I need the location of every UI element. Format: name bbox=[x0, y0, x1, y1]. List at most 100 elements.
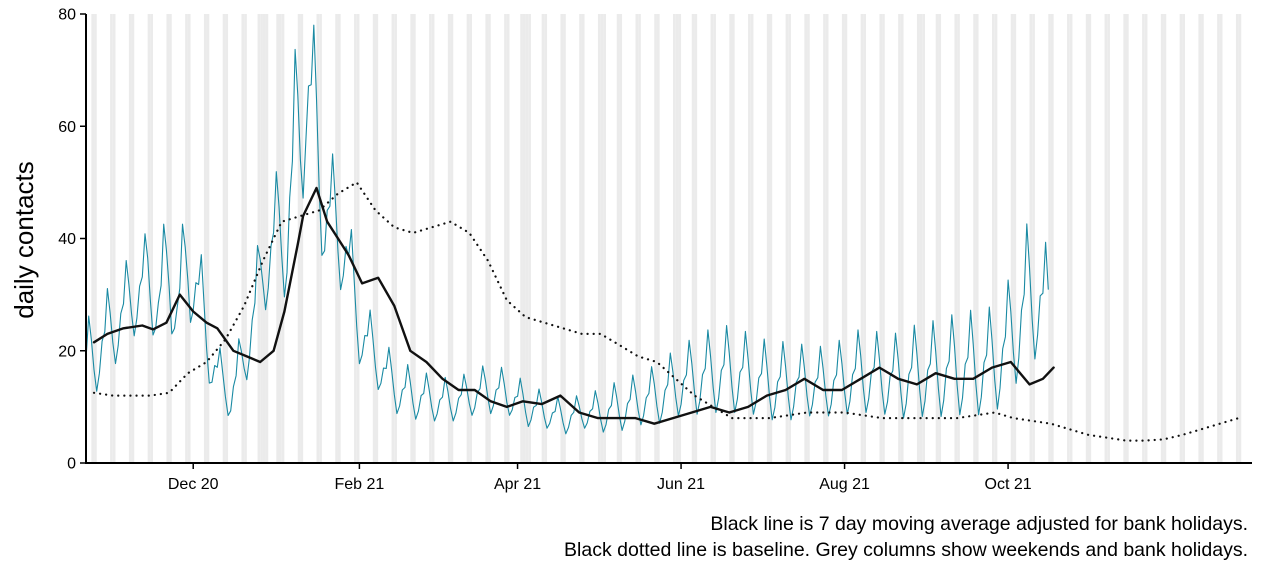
shaded-day-column bbox=[187, 14, 191, 463]
shaded-day-column bbox=[882, 14, 885, 463]
shaded-day-column bbox=[729, 14, 732, 463]
shaded-day-column bbox=[916, 14, 920, 463]
shaded-day-column bbox=[1050, 14, 1054, 463]
shaded-day-column bbox=[203, 14, 207, 463]
shaded-day-column bbox=[260, 14, 263, 463]
shaded-day-column bbox=[485, 14, 489, 463]
y-tick-label: 20 bbox=[58, 343, 76, 360]
shaded-day-column bbox=[807, 14, 810, 463]
shaded-day-column bbox=[522, 14, 526, 463]
shaded-day-column bbox=[150, 14, 154, 463]
shaded-day-column bbox=[466, 14, 470, 463]
shaded-day-column bbox=[922, 14, 925, 463]
shaded-day-column bbox=[469, 14, 472, 463]
shaded-day-column bbox=[375, 14, 379, 463]
shaded-day-column bbox=[429, 14, 432, 463]
shaded-day-column bbox=[1160, 14, 1164, 463]
x-tick-label: Feb 21 bbox=[335, 476, 385, 493]
shaded-day-column bbox=[694, 14, 698, 463]
caption-line-1: Black line is 7 day moving average adjus… bbox=[710, 513, 1248, 535]
shaded-day-column bbox=[675, 14, 679, 463]
shaded-day-column bbox=[1182, 14, 1185, 463]
x-tick-label: Dec 20 bbox=[168, 476, 219, 493]
shaded-day-column bbox=[992, 14, 995, 463]
shaded-day-column bbox=[1217, 14, 1220, 463]
shaded-day-column bbox=[1126, 14, 1129, 463]
x-tick-label: Jun 21 bbox=[657, 476, 705, 493]
shaded-day-column bbox=[1107, 14, 1110, 463]
shaded-day-column bbox=[450, 14, 454, 463]
shaded-day-column bbox=[766, 14, 770, 463]
shaded-day-column bbox=[1085, 14, 1089, 463]
shaded-day-column bbox=[131, 14, 135, 463]
shaded-day-column bbox=[1163, 14, 1167, 463]
shaded-day-column bbox=[391, 14, 395, 463]
shaded-day-column bbox=[748, 14, 751, 463]
shaded-day-column bbox=[860, 14, 864, 463]
shaded-day-column bbox=[678, 14, 682, 463]
shaded-day-column bbox=[300, 14, 304, 463]
shaded-day-column bbox=[356, 14, 360, 463]
axes: 0 20 40 60 80 Dec 20 Feb 21 Apr 21 Jun 21 Aug 21 O… bbox=[58, 7, 1252, 493]
shaded-day-column bbox=[112, 14, 116, 463]
y-tick-label: 40 bbox=[58, 231, 76, 248]
shaded-day-column bbox=[825, 14, 829, 463]
shaded-day-column bbox=[147, 14, 151, 463]
shaded-day-column bbox=[750, 14, 754, 463]
y-tick-label: 80 bbox=[58, 7, 76, 24]
shaded-day-column bbox=[520, 14, 523, 463]
shaded-day-column bbox=[372, 14, 376, 463]
shaded-day-column bbox=[654, 14, 657, 463]
y-tick-label: 0 bbox=[67, 456, 76, 473]
shaded-day-column bbox=[185, 14, 188, 463]
shaded-day-column bbox=[413, 14, 416, 463]
shaded-day-column bbox=[804, 14, 808, 463]
shaded-day-column bbox=[731, 14, 735, 463]
shaded-day-column bbox=[319, 14, 322, 463]
shaded-day-column bbox=[1032, 14, 1035, 463]
shaded-day-column bbox=[206, 14, 210, 463]
daily-contacts-line bbox=[85, 24, 1049, 435]
shaded-day-column bbox=[528, 14, 531, 463]
shaded-day-column bbox=[222, 14, 226, 463]
shaded-day-column bbox=[938, 14, 942, 463]
shaded-day-column bbox=[579, 14, 582, 463]
shaded-day-column bbox=[994, 14, 998, 463]
shaded-day-column bbox=[638, 14, 641, 463]
shaded-day-column bbox=[1179, 14, 1183, 463]
shaded-day-column bbox=[241, 14, 245, 463]
shaded-day-column bbox=[431, 14, 435, 463]
shaded-day-column bbox=[281, 14, 285, 463]
shaded-day-column bbox=[1088, 14, 1092, 463]
shaded-day-column bbox=[710, 14, 714, 463]
shaded-day-column bbox=[110, 14, 113, 463]
shaded-day-column bbox=[1238, 14, 1242, 463]
x-tick-label: Oct 21 bbox=[985, 476, 1032, 493]
shaded-day-column bbox=[603, 14, 607, 463]
shaded-day-column bbox=[769, 14, 773, 463]
shaded-day-column bbox=[597, 14, 601, 463]
shaded-day-column bbox=[91, 14, 95, 463]
shaded-day-column bbox=[954, 14, 958, 463]
shaded-day-column bbox=[823, 14, 826, 463]
shaded-day-column bbox=[841, 14, 845, 463]
shaded-day-column bbox=[635, 14, 639, 463]
shaded-day-column bbox=[1069, 14, 1073, 463]
shaded-day-column bbox=[544, 14, 548, 463]
x-tick-label: Aug 21 bbox=[819, 476, 870, 493]
shaded-day-column bbox=[410, 14, 414, 463]
shaded-day-column bbox=[1029, 14, 1033, 463]
shaded-day-column bbox=[844, 14, 848, 463]
weekend-shading bbox=[91, 14, 1242, 463]
shaded-day-column bbox=[1104, 14, 1108, 463]
shaded-day-column bbox=[354, 14, 357, 463]
shaded-day-column bbox=[713, 14, 716, 463]
shaded-day-column bbox=[919, 14, 923, 463]
shaded-day-column bbox=[863, 14, 867, 463]
shaded-day-column bbox=[1013, 14, 1017, 463]
shaded-day-column bbox=[898, 14, 901, 463]
shaded-day-column bbox=[900, 14, 904, 463]
shaded-day-column bbox=[656, 14, 660, 463]
shaded-day-column bbox=[169, 14, 172, 463]
